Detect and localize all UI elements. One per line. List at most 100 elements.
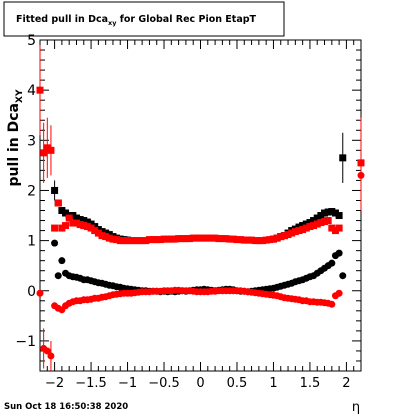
data-point-square [335,224,343,232]
x-tick-label: −1 [118,376,137,391]
data-point-square [62,209,70,217]
data-point-square [91,227,99,235]
data-point-square [295,227,303,235]
axis-ticks [39,39,362,372]
data-point-square [58,207,66,215]
data-point-square [171,235,179,243]
data-point-circle [328,259,336,267]
data-point-square [131,237,139,245]
data-point-circle [357,171,365,179]
y-tick-label: −1 [15,334,36,350]
data-point-square [124,237,132,245]
data-point-square [91,223,99,231]
x-axis-label: η [352,400,360,414]
data-point-square [313,220,321,228]
data-point-square [280,232,288,240]
y-tick-label: 2 [27,183,36,199]
data-point-square [237,236,245,244]
data-point-square [138,237,146,245]
y-tick-label: 0 [27,284,36,300]
data-point-square [339,154,347,162]
data-point-square [149,236,157,244]
data-point-square [306,219,314,227]
data-point-square [40,149,48,157]
data-point-square [266,236,274,244]
data-point-square [120,237,128,245]
data-point-square [105,234,113,242]
data-point-square [83,218,91,226]
x-tick-label: −2 [45,376,64,391]
y-tick-label: 3 [27,133,36,149]
data-point-square [284,231,292,239]
data-point-square [335,212,343,220]
data-point-square [36,86,44,94]
data-point-square [105,231,113,239]
data-point-square [76,221,84,229]
timestamp: Sun Oct 18 16:50:38 2020 [4,402,128,412]
data-point-square [324,217,332,225]
data-point-square [328,208,336,216]
data-point-circle [58,257,66,265]
x-tick-label: 1.5 [300,376,321,391]
data-point-square [229,235,237,243]
data-point-square [277,233,285,241]
data-point-square [102,233,110,241]
data-point-square [321,218,329,226]
data-point-square [72,219,80,227]
data-point-square [72,214,80,222]
data-point-square [306,223,314,231]
y-tick-labels: −1 0 1 2 3 4 5 [15,33,36,350]
data-point-square [58,224,66,232]
data-point-square [98,232,106,240]
data-point-square [218,235,226,243]
data-point-circle [51,239,59,247]
data-point-square [302,224,310,232]
data-point-square [69,212,77,220]
data-point-square [255,237,263,245]
data-point-square [51,186,59,194]
data-point-square [259,237,267,245]
data-point-square [47,146,55,154]
data-point-square [76,216,84,224]
data-point-square [215,235,223,243]
data-point-square [175,235,183,243]
data-point-square [244,236,252,244]
x-tick-label: −1.5 [75,376,107,391]
data-point-square [109,235,117,243]
data-point-square [94,226,102,234]
data-point-square [127,237,135,245]
data-point-square [317,219,325,227]
data-point-square [197,234,204,242]
data-point-square [51,224,59,232]
title-box [3,1,285,37]
data-point-square [62,222,70,230]
data-point-square [116,237,124,245]
y-tick-label: 5 [27,33,36,49]
data-point-square [262,236,270,244]
data-point-square [324,208,332,216]
data-point-circle [36,289,44,297]
data-point-square [167,235,175,243]
data-point-circle [339,272,347,280]
data-point-square [156,236,164,244]
data-point-square [295,223,303,231]
data-point-square [134,237,142,245]
data-point-square [207,234,215,242]
data-point-square [113,236,121,244]
data-point-square [186,235,194,243]
data-point-square [288,229,296,237]
data-point-square [193,234,201,242]
data-point-square [299,222,307,230]
data-point-square [328,224,336,232]
data-point-square [160,235,168,243]
data-point-square [233,236,241,244]
data-point-square [80,217,88,225]
data-point-square [317,212,325,220]
data-point-circle [47,352,55,360]
data-point-square [43,144,51,152]
data-point-square [102,229,110,237]
data-point-square [94,229,102,237]
data-point-square [291,228,299,236]
data-point-square [273,234,281,242]
data-point-circle [328,300,336,308]
